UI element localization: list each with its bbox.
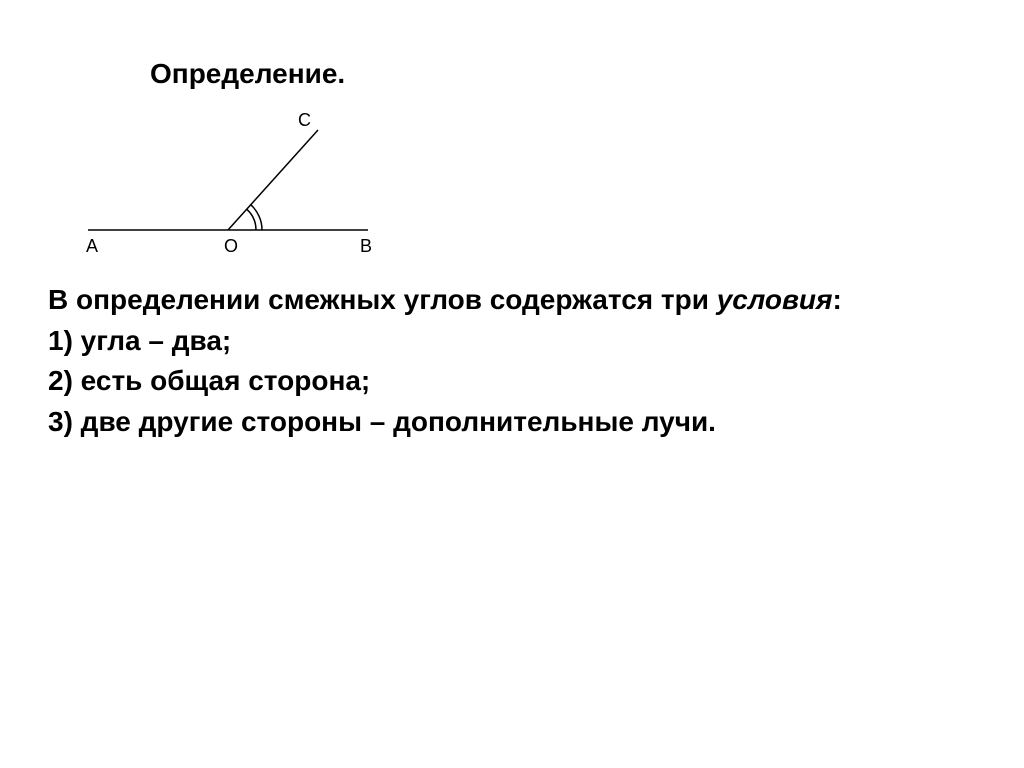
- condition-1: 1) угла – два;: [48, 321, 948, 362]
- label-c: C: [298, 110, 311, 130]
- intro-plain: В определении смежных углов содержатся т…: [48, 284, 717, 315]
- intro-italic: условия: [717, 284, 833, 315]
- body-text: В определении смежных углов содержатся т…: [48, 280, 948, 442]
- line-oc: [228, 130, 318, 230]
- condition-3: 3) две другие стороны – дополнительные л…: [48, 402, 948, 443]
- label-a: A: [86, 236, 98, 256]
- slide: Определение. A B C O В определении смежн…: [0, 0, 1024, 768]
- angle-diagram: A B C O: [78, 110, 418, 260]
- intro-tail: :: [833, 284, 842, 315]
- heading: Определение.: [150, 58, 345, 90]
- label-b: B: [360, 236, 372, 256]
- label-o: O: [224, 236, 238, 256]
- intro-line: В определении смежных углов содержатся т…: [48, 284, 842, 315]
- angle-arc-2: [247, 209, 256, 230]
- condition-2: 2) есть общая сторона;: [48, 361, 948, 402]
